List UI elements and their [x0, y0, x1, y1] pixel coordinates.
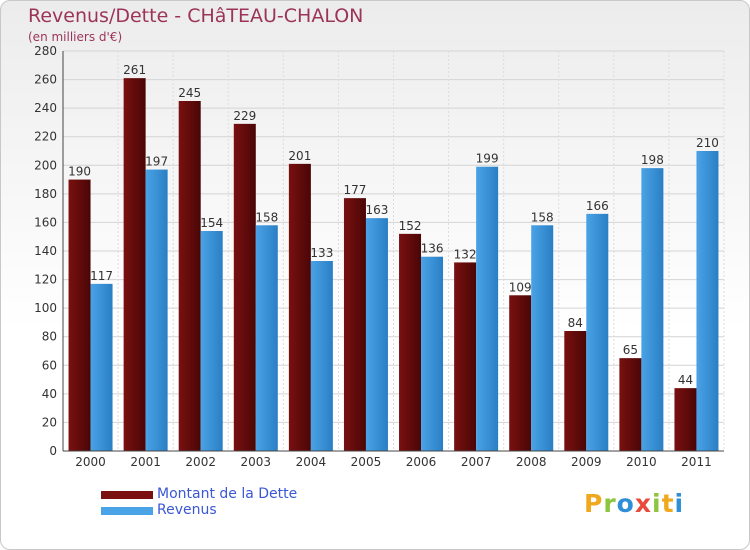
y-tick-label: 100	[34, 301, 57, 315]
y-tick-label: 40	[42, 387, 57, 401]
bar-dette	[619, 358, 642, 451]
chart-title: Revenus/Dette - CHâTEAU-CHALON	[28, 5, 364, 27]
logo-letter: P	[584, 489, 604, 518]
y-tick-label: 240	[34, 101, 57, 115]
data-label: 245	[178, 86, 201, 100]
y-tick-label: 0	[49, 444, 57, 458]
bar-revenus	[531, 225, 554, 451]
bar-dette	[674, 388, 697, 451]
data-label: 201	[288, 149, 311, 163]
bar-dette	[288, 163, 311, 451]
x-tick-label: 2009	[571, 455, 602, 469]
data-label: 198	[641, 153, 664, 167]
bar-dette	[399, 233, 422, 451]
data-label: 197	[145, 155, 168, 169]
logo-letter: x	[634, 489, 652, 518]
chart-subtitle: (en milliers d'€)	[28, 30, 123, 44]
data-label: 109	[509, 280, 532, 294]
x-tick-label: 2011	[681, 455, 712, 469]
data-label: 65	[623, 343, 638, 357]
x-tick-label: 2005	[351, 455, 382, 469]
data-labels: 190 117 261 197 245 154 229 158 201 133 177 163 152 1…	[68, 63, 719, 387]
x-tick-label: 2004	[296, 455, 327, 469]
data-label: 210	[696, 136, 719, 150]
bar-revenus	[421, 256, 444, 451]
bar-dette	[123, 78, 146, 452]
bar-revenus	[476, 166, 499, 451]
x-tick-label: 2007	[461, 455, 492, 469]
data-label: 154	[200, 216, 223, 230]
x-tick-label: 2010	[626, 455, 657, 469]
y-tick-label: 180	[34, 187, 57, 201]
bar-dette	[509, 295, 532, 451]
data-label: 229	[233, 109, 256, 123]
data-label: 84	[568, 316, 583, 330]
x-tick-label: 2001	[130, 455, 161, 469]
logo-letter: o	[616, 489, 635, 518]
data-label: 44	[678, 373, 693, 387]
y-tick-label: 20	[42, 415, 57, 429]
bar-revenus	[255, 225, 278, 451]
data-label: 177	[344, 183, 367, 197]
y-tick-label: 160	[34, 215, 57, 229]
data-label: 166	[586, 199, 609, 213]
y-tick-label: 220	[34, 130, 57, 144]
bar-dette	[233, 123, 256, 451]
data-label: 136	[421, 242, 444, 256]
x-tick-label: 2002	[185, 455, 216, 469]
bar-revenus	[641, 168, 664, 451]
y-tick-label: 60	[42, 358, 57, 372]
data-label: 133	[310, 246, 333, 260]
data-label: 199	[476, 152, 499, 166]
grid-lines	[62, 50, 725, 452]
data-label: 190	[68, 165, 91, 179]
x-tick-label: 2006	[406, 455, 437, 469]
y-tick-label: 120	[34, 273, 57, 287]
y-tick-label: 260	[34, 73, 57, 87]
data-label: 158	[531, 210, 554, 224]
y-tick-label: 140	[34, 244, 57, 258]
x-tick-label: 2000	[75, 455, 106, 469]
bar-revenus	[145, 169, 168, 452]
data-label: 132	[454, 247, 477, 261]
data-label: 158	[255, 210, 278, 224]
bar-revenus	[365, 218, 388, 451]
bar-dette	[343, 198, 366, 451]
data-label: 117	[90, 269, 113, 283]
y-tick-label: 80	[42, 330, 57, 344]
x-tick-label: 2003	[241, 455, 272, 469]
y-tick-label: 200	[34, 158, 57, 172]
legend-swatch-revenus	[101, 507, 153, 515]
legend-label-revenus: Revenus	[157, 502, 217, 518]
bar-dette	[564, 331, 587, 451]
data-label: 163	[366, 203, 389, 217]
bar-revenus	[310, 261, 333, 451]
bar-dette	[454, 262, 477, 451]
data-label: 152	[399, 219, 422, 233]
x-tick-label: 2008	[516, 455, 547, 469]
bar-revenus	[200, 231, 223, 451]
axes: 0 20 40 60 80 100 120 140 160 180 200 220 240 260 280 2…	[34, 44, 724, 469]
bar-revenus	[90, 283, 113, 451]
legend-swatch-dette	[101, 491, 153, 499]
y-tick-label: 280	[34, 44, 57, 58]
legend-label-dette: Montant de la Dette	[157, 486, 298, 502]
data-label: 261	[123, 63, 146, 77]
logo-letter: t	[661, 489, 675, 518]
logo-letter: i	[674, 489, 685, 518]
logo-letter: i	[652, 489, 662, 518]
bar-dette	[68, 179, 91, 452]
bar-revenus	[696, 151, 719, 451]
proxiti-logo: Proxiti	[584, 489, 684, 518]
logo-letter: r	[603, 489, 617, 518]
bar-revenus	[586, 213, 609, 451]
bar-dette	[178, 101, 201, 451]
bars	[68, 78, 719, 452]
